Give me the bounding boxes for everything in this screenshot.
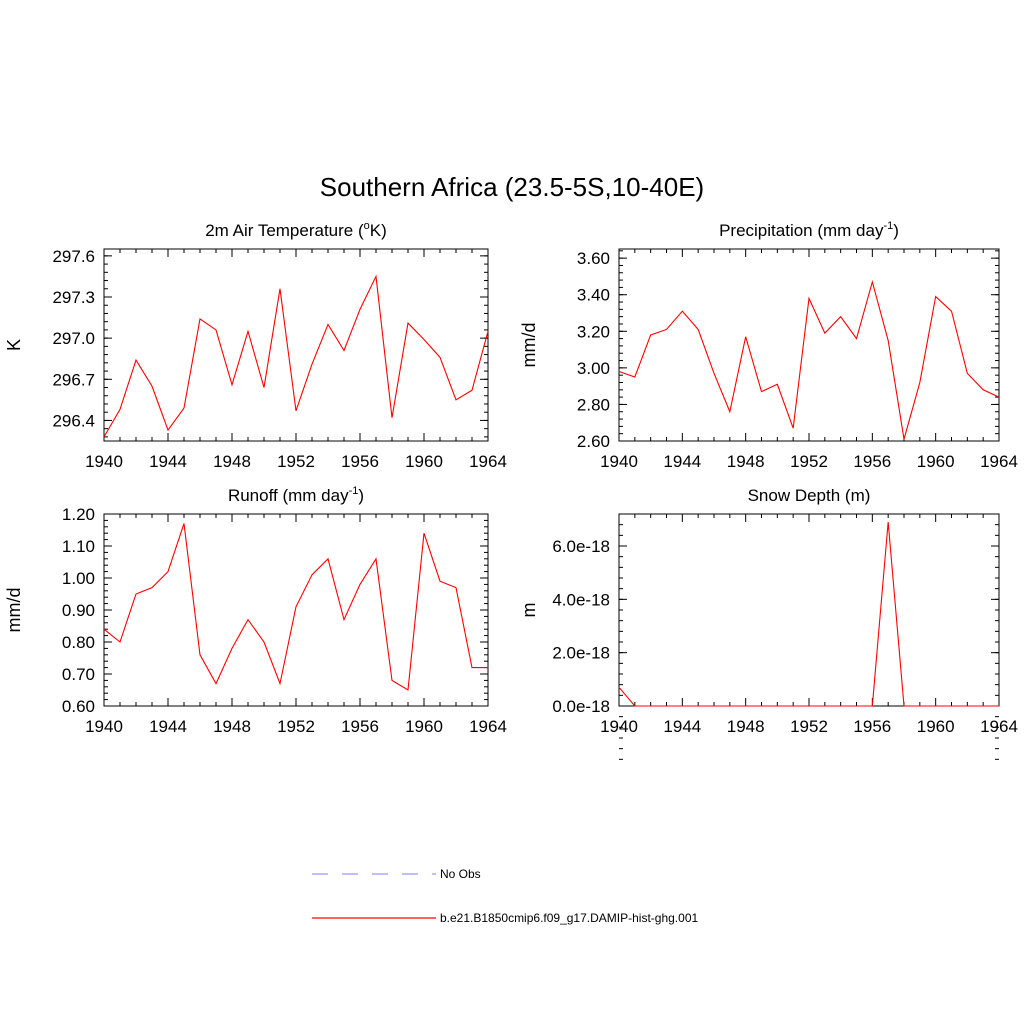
panel-title-part: Snow Depth (m) [748, 486, 871, 505]
panel-2: Precipitation (mm day-1) mm/d 1940 1944 1948… [519, 220, 1018, 471]
panel-3: Runoff (mm day-1) mm/d 1940 1944 1948 1952 195… [4, 485, 507, 736]
y-axis-label: m [519, 603, 539, 618]
x-tick-label: 1948 [727, 452, 765, 471]
x-tick-label: 1952 [790, 452, 828, 471]
plot-frame [618, 513, 1000, 707]
x-tick-label: 1952 [277, 717, 315, 736]
panel-title-part: -1 [883, 220, 893, 232]
x-tick-label: 1952 [790, 717, 828, 736]
x-tick-label: 1940 [85, 717, 123, 736]
x-tick-label: 1956 [853, 717, 891, 736]
x-tick-label: 1944 [149, 717, 187, 736]
x-tick-label: 1960 [917, 717, 955, 736]
y-tick-label: 296.7 [52, 370, 95, 389]
series-line [103, 274, 489, 438]
x-tick-label: 1948 [213, 452, 251, 471]
series-line [618, 521, 999, 707]
y-tick-label: 3.40 [577, 286, 610, 305]
panels: 2m Air Temperature (oK) K 1940 1944 1948 1952… [4, 220, 1018, 760]
y-tick-label: 2.60 [577, 432, 610, 451]
panel-title-part: ) [358, 486, 364, 505]
legend: No Obs b.e21.B1850cmip6.f09_g17.DAMIP-his… [312, 867, 698, 925]
y-tick-label: 0.0e-18 [552, 697, 610, 716]
y-tick-label: 3.20 [577, 322, 610, 341]
y-tick-label: 297.0 [52, 329, 95, 348]
x-tick-label: 1944 [663, 717, 701, 736]
y-tick-label: 2.80 [577, 395, 610, 414]
panel-title-part: Precipitation (mm day [719, 221, 884, 240]
y-tick-label: 0.60 [62, 697, 95, 716]
x-tick-label: 1956 [341, 452, 379, 471]
series-line [103, 523, 488, 691]
figure-title: Southern Africa (23.5-5S,10-40E) [320, 172, 704, 202]
y-tick-label: 6.0e-18 [552, 537, 610, 556]
panel-title-part: -1 [349, 485, 359, 497]
x-tick-label: 1940 [600, 717, 638, 736]
y-tick-label: 3.60 [577, 249, 610, 268]
y-tick-label: 0.70 [62, 665, 95, 684]
x-tick-label: 1944 [663, 452, 701, 471]
y-tick-label: 296.4 [52, 411, 95, 430]
x-tick-label: 1960 [917, 452, 955, 471]
y-tick-label: 297.6 [52, 247, 95, 266]
panel-title: Precipitation (mm day-1) [719, 220, 899, 240]
x-tick-label: 1956 [853, 452, 891, 471]
y-tick-label: 1.00 [62, 569, 95, 588]
y-tick-label: 3.00 [577, 359, 610, 378]
y-tick-label: 0.90 [62, 601, 95, 620]
x-tick-label: 1960 [405, 452, 443, 471]
x-tick-label: 1952 [277, 452, 315, 471]
x-tick-label: 1964 [980, 717, 1018, 736]
series-line [618, 279, 1000, 440]
y-tick-label: 2.0e-18 [552, 644, 610, 663]
legend-label-1: No Obs [440, 867, 481, 881]
x-tick-label: 1944 [149, 452, 187, 471]
x-tick-label: 1948 [213, 717, 251, 736]
x-tick-label: 1948 [727, 717, 765, 736]
x-tick-label: 1956 [341, 717, 379, 736]
panel-title-part: 2m Air Temperature ( [205, 221, 364, 240]
x-tick-label: 1960 [405, 717, 443, 736]
panel-title-part: K) [370, 221, 387, 240]
y-axis-label: mm/d [4, 588, 24, 633]
y-tick-label: 4.0e-18 [552, 590, 610, 609]
x-tick-label: 1964 [980, 452, 1018, 471]
panel-title: Snow Depth (m) [748, 486, 871, 505]
legend-label-2: b.e21.B1850cmip6.f09_g17.DAMIP-hist-ghg.… [440, 911, 698, 925]
plot-frame [618, 248, 1000, 442]
y-tick-label: 1.20 [62, 505, 95, 524]
panel-title-part: ) [893, 221, 899, 240]
y-axis-label: K [4, 339, 24, 351]
panel-title: Runoff (mm day-1) [228, 485, 364, 505]
y-tick-label: 0.80 [62, 633, 95, 652]
y-axis-label: mm/d [519, 323, 539, 368]
y-tick-label: 297.3 [52, 288, 95, 307]
panel-title-part: o [364, 220, 370, 232]
plot-frame [103, 513, 489, 707]
panel-title: 2m Air Temperature (oK) [205, 220, 387, 240]
x-tick-label: 1964 [469, 452, 507, 471]
panel-4: Snow Depth (m) m 1940 1944 1948 1952 1956 1960 1… [519, 486, 1018, 760]
x-tick-label: 1964 [469, 717, 507, 736]
x-tick-label: 1940 [85, 452, 123, 471]
y-tick-label: 1.10 [62, 537, 95, 556]
x-tick-label: 1940 [600, 452, 638, 471]
panel-title-part: Runoff (mm day [228, 486, 349, 505]
panel-1: 2m Air Temperature (oK) K 1940 1944 1948 1952… [4, 220, 507, 471]
